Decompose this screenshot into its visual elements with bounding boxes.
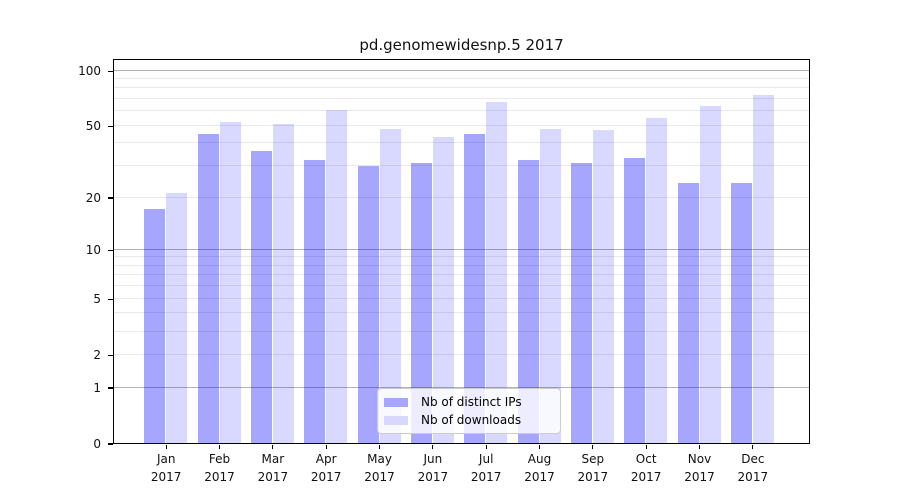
y-tick: [108, 249, 113, 251]
y-tick-label: 20: [85, 191, 101, 206]
x-tick: [325, 445, 327, 449]
bar-downloads: [166, 193, 188, 443]
x-tick: [698, 445, 701, 449]
y-tick-label: 50: [85, 119, 101, 134]
y-gridline-minor: [114, 285, 809, 287]
bar-distinct-ips: [677, 182, 699, 443]
bar-distinct-ips: [410, 162, 432, 443]
x-tick-label: Jan 2017: [150, 452, 182, 484]
bar-downloads: [486, 102, 508, 443]
x-tick-label: Feb 2017: [204, 452, 235, 484]
legend-item-distinct-ips: Nb of distinct IPs: [384, 394, 552, 411]
legend-swatch-distinct-ips: [384, 398, 408, 407]
bar-downloads: [219, 122, 241, 443]
y-gridline-major: [114, 248, 809, 250]
x-tick-label: Sep 2017: [577, 452, 609, 484]
bar-downloads: [592, 130, 614, 443]
bar-distinct-ips: [144, 209, 166, 443]
y-gridline-minor: [114, 312, 809, 314]
y-gridline-minor: [114, 264, 809, 266]
y-tick-label: 10: [85, 243, 101, 258]
x-tick: [485, 445, 487, 449]
x-tick: [272, 445, 274, 449]
y-gridline-minor: [114, 87, 809, 89]
bar-distinct-ips: [464, 133, 486, 443]
plot-area: Nb of distinct IPs Nb of downloads: [113, 59, 810, 444]
bar-distinct-ips: [624, 158, 646, 443]
legend-label: Nb of distinct IPs: [421, 395, 522, 409]
bar-downloads: [326, 109, 348, 443]
x-tick-label: Dec 2017: [737, 452, 769, 484]
y-tick: [108, 125, 113, 127]
x-tick-label: Mar 2017: [257, 452, 289, 484]
y-gridline-minor: [114, 256, 809, 258]
bar-downloads: [432, 137, 454, 443]
y-tick: [108, 354, 113, 356]
y-gridline-minor: [114, 110, 809, 112]
y-gridline-minor: [114, 297, 809, 299]
bar-distinct-ips: [357, 165, 379, 443]
bar-distinct-ips: [250, 151, 272, 443]
legend-swatch-downloads: [384, 416, 408, 425]
y-tick: [108, 443, 113, 445]
bar-downloads: [379, 128, 401, 443]
x-tick-label: May 2017: [364, 452, 395, 484]
bar-distinct-ips: [197, 133, 219, 443]
y-axis: 0 1 2 5 10 20 50 100: [0, 59, 113, 451]
x-tick-label: Oct 2017: [630, 452, 662, 484]
y-tick-label: 2: [93, 348, 101, 363]
y-tick-label: 1: [93, 381, 101, 395]
x-tick: [165, 445, 167, 449]
bar-downloads: [646, 117, 668, 443]
bar-downloads: [699, 105, 721, 443]
y-gridline-minor: [114, 330, 809, 332]
y-tick: [108, 70, 113, 72]
y-gridline-minor: [114, 196, 809, 198]
y-gridline-minor: [114, 165, 809, 167]
x-tick: [592, 445, 594, 449]
y-tick-label: 0: [93, 437, 101, 451]
x-tick: [432, 445, 434, 449]
y-gridline-minor: [114, 124, 809, 126]
x-tick-label: Aug 2017: [524, 452, 555, 484]
chart-title: pd.genomewidesnp.5 2017: [359, 36, 564, 54]
x-tick: [378, 445, 381, 449]
bar-downloads: [272, 123, 294, 443]
x-tick: [538, 445, 541, 449]
x-tick-label: Jul 2017: [470, 452, 502, 484]
bar-distinct-ips: [517, 160, 539, 443]
bar-distinct-ips: [570, 162, 592, 443]
y-gridline-minor: [114, 274, 809, 276]
bar-downloads: [752, 95, 774, 443]
y-gridline-major: [114, 69, 809, 71]
y-tick: [108, 298, 113, 300]
y-gridline-minor: [114, 78, 809, 80]
y-gridline-major: [114, 386, 809, 388]
bar-distinct-ips: [304, 160, 326, 443]
x-tick-label: Apr 2017: [310, 452, 342, 484]
x-tick: [645, 445, 647, 449]
legend-item-downloads: Nb of downloads: [384, 412, 552, 429]
x-tick: [752, 445, 754, 449]
x-tick-label: Jun 2017: [417, 452, 449, 484]
y-tick-label: 5: [93, 292, 101, 307]
x-tick-label: Nov 2017: [684, 452, 715, 484]
x-tick: [218, 445, 221, 449]
legend: Nb of distinct IPs Nb of downloads: [377, 388, 561, 434]
y-tick: [108, 197, 113, 199]
y-tick: [108, 387, 113, 389]
legend-label: Nb of downloads: [421, 413, 522, 427]
x-axis: Jan 2017 Feb 2017 Mar 2017 Apr 2017 May 2017…: [113, 444, 810, 500]
y-tick-label: 100: [78, 64, 101, 79]
bar-downloads: [539, 128, 561, 443]
bar-distinct-ips: [730, 182, 752, 443]
y-gridline-minor: [114, 353, 809, 355]
y-gridline-minor: [114, 142, 809, 144]
y-gridline-minor: [114, 98, 809, 100]
